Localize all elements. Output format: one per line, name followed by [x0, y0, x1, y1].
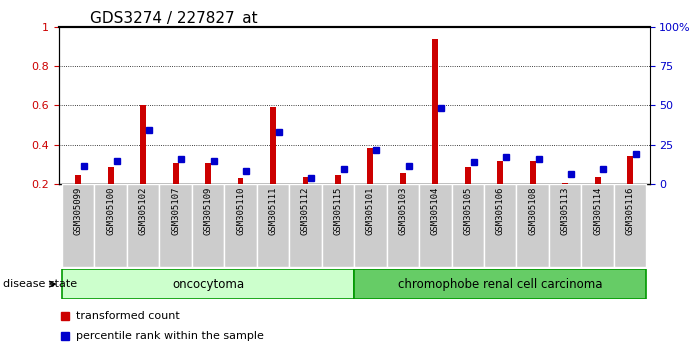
Text: GSM305116: GSM305116 [625, 187, 634, 235]
Bar [386, 184, 419, 267]
Bar [433, 39, 438, 184]
Bar [62, 269, 354, 299]
Bar [627, 155, 633, 184]
Bar [419, 184, 451, 267]
Bar [173, 164, 178, 184]
Text: transformed count: transformed count [77, 311, 180, 321]
Bar [354, 269, 646, 299]
Text: disease state: disease state [3, 279, 77, 289]
Bar [498, 161, 503, 184]
Bar [108, 167, 113, 184]
Bar [562, 183, 568, 184]
Bar [549, 184, 581, 267]
Text: GSM305099: GSM305099 [74, 187, 83, 235]
Text: GSM305107: GSM305107 [171, 187, 180, 235]
Bar [322, 184, 354, 267]
Text: GSM305111: GSM305111 [269, 187, 278, 235]
Bar [75, 175, 81, 184]
Text: GSM305109: GSM305109 [204, 187, 213, 235]
Bar [95, 184, 127, 267]
Bar [581, 184, 614, 267]
Bar [451, 184, 484, 267]
Bar [238, 178, 243, 184]
Text: GSM305113: GSM305113 [560, 187, 569, 235]
Bar [270, 107, 276, 184]
Text: GSM305114: GSM305114 [593, 187, 602, 235]
Text: GSM305115: GSM305115 [333, 187, 343, 235]
Text: GSM305106: GSM305106 [495, 187, 504, 235]
Bar [140, 105, 146, 184]
Bar [192, 184, 225, 267]
Text: GSM305104: GSM305104 [430, 187, 439, 235]
Text: oncocytoma: oncocytoma [172, 278, 244, 291]
Bar [614, 184, 646, 267]
Bar [62, 184, 95, 267]
Bar [516, 184, 549, 267]
Text: GDS3274 / 227827_at: GDS3274 / 227827_at [90, 11, 258, 27]
Bar [257, 184, 290, 267]
Bar [225, 184, 257, 267]
Bar [465, 167, 471, 184]
Bar [368, 148, 373, 184]
Text: GSM305101: GSM305101 [366, 187, 375, 235]
Bar [205, 164, 211, 184]
Text: GSM305100: GSM305100 [106, 187, 115, 235]
Text: chromophobe renal cell carcinoma: chromophobe renal cell carcinoma [398, 278, 603, 291]
Bar [595, 177, 600, 184]
Text: percentile rank within the sample: percentile rank within the sample [77, 331, 265, 341]
Bar [484, 184, 516, 267]
Bar [400, 173, 406, 184]
Bar [530, 161, 536, 184]
Text: GSM305108: GSM305108 [528, 187, 537, 235]
Bar [160, 184, 192, 267]
Bar [335, 175, 341, 184]
Text: GSM305112: GSM305112 [301, 187, 310, 235]
Text: GSM305103: GSM305103 [398, 187, 407, 235]
Text: GSM305110: GSM305110 [236, 187, 245, 235]
Text: GSM305102: GSM305102 [139, 187, 148, 235]
Bar [354, 184, 386, 267]
Text: GSM305105: GSM305105 [463, 187, 472, 235]
Bar [127, 184, 160, 267]
Bar [290, 184, 322, 267]
Bar [303, 177, 308, 184]
